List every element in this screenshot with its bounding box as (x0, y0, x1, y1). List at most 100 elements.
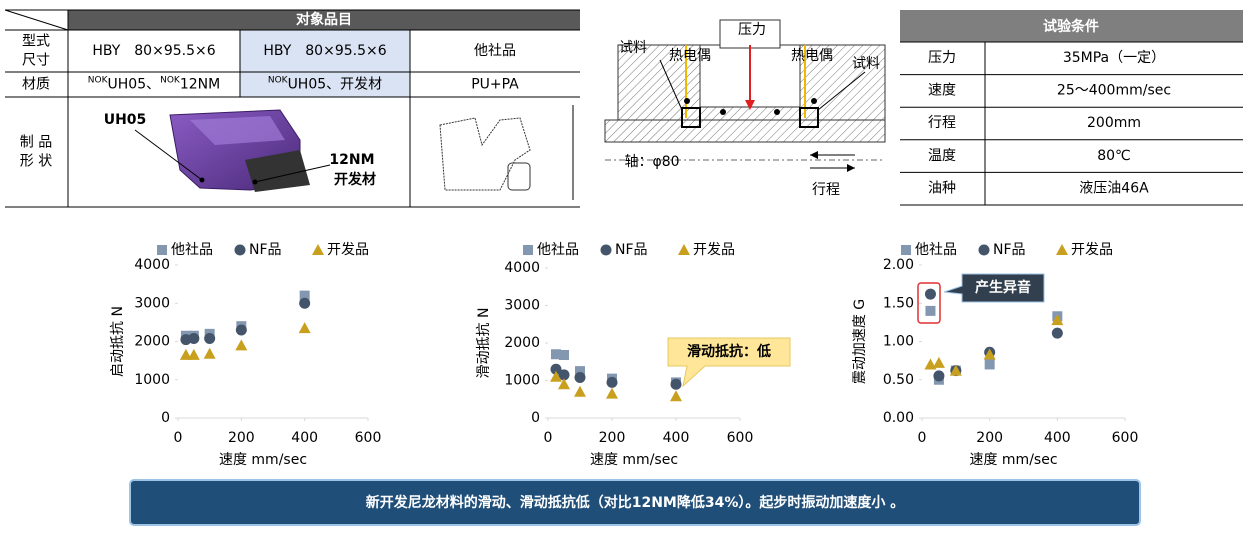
marker (574, 372, 586, 383)
competitor-shape (507, 162, 531, 191)
legend-marker (312, 244, 324, 255)
row-label: 形 状 (20, 154, 52, 170)
marker (575, 366, 585, 377)
marker (984, 359, 995, 370)
row-label: 材质 (22, 77, 50, 93)
x-tick-label: 200 (228, 430, 255, 446)
x-tick-label: 200 (599, 430, 626, 446)
y-tick-label: 1000 (504, 373, 540, 389)
x-tick-label: 600 (1112, 430, 1139, 446)
legend-label: 开发品 (327, 242, 369, 258)
legend-label: 他社品 (915, 242, 957, 258)
legend-marker (978, 244, 990, 256)
marker (298, 322, 311, 334)
x-tick-label: 400 (1044, 430, 1071, 446)
diagram-label: 试料 (852, 56, 880, 72)
legend-label: 开发品 (693, 242, 735, 258)
marker (559, 350, 569, 360)
legend-label: NF品 (249, 242, 282, 258)
seal-ring (245, 150, 310, 192)
y-tick-label: 0.00 (883, 410, 914, 426)
legend-marker (234, 244, 246, 256)
shape-label: 开发材 (334, 171, 376, 188)
legend-label: 他社品 (537, 242, 579, 258)
x-tick-label: 600 (355, 430, 382, 446)
condition-name: 温度 (928, 148, 956, 164)
legend-marker (523, 245, 533, 255)
legend-marker (1056, 244, 1068, 255)
marker (924, 358, 937, 370)
y-tick-label: 4000 (134, 257, 170, 273)
marker (299, 297, 311, 309)
marker (574, 385, 586, 397)
callout (667, 337, 791, 388)
callout (943, 273, 1045, 303)
superscript: NOK (88, 75, 109, 85)
superscript: NOK (268, 75, 289, 85)
cell-text: NOKUH05、开发材 (268, 75, 382, 93)
marker (558, 378, 570, 390)
marker (558, 369, 570, 381)
conditions-table (900, 10, 1243, 42)
marker (1051, 327, 1063, 339)
row-label: 型式 (22, 34, 50, 50)
cell-text: HBY 80×95.5×6 (92, 43, 215, 59)
marker (550, 370, 562, 382)
callout-dot (252, 179, 258, 185)
condition-name: 速度 (928, 83, 956, 99)
x-tick-label: 600 (727, 430, 754, 446)
marker (235, 324, 247, 336)
legend-label: NF品 (993, 242, 1026, 258)
row-label: 尺寸 (22, 53, 50, 69)
y-tick-label: 2000 (504, 335, 540, 351)
marker (924, 288, 936, 300)
x-tick-label: 0 (174, 430, 183, 446)
condition-name: 压力 (928, 50, 956, 66)
marker (1051, 314, 1064, 326)
legend-label: 开发品 (1071, 242, 1113, 258)
diagram-label: 试料 (619, 40, 647, 56)
y-tick-label: 1.00 (883, 334, 914, 350)
shape-label: UH05 (104, 112, 147, 128)
diagram-label: 轴：φ80 (624, 154, 679, 170)
cell-text: NOKUH05、NOK12NM (88, 75, 220, 93)
table-header: 试验条件 (1043, 18, 1099, 35)
callout-dot (199, 177, 205, 183)
seal-face (190, 116, 285, 145)
marker (933, 370, 945, 382)
marker (949, 364, 962, 376)
marker (606, 376, 618, 388)
cell-part: HBY 80×95.5×6 (263, 43, 386, 59)
y-tick-label: 1000 (134, 372, 170, 388)
marker (179, 348, 192, 360)
y-tick-label: 0.50 (883, 372, 914, 388)
x-tick-label: 0 (544, 430, 553, 446)
legend-marker (157, 245, 167, 255)
highlight-box (917, 282, 941, 324)
x-tick-label: 0 (918, 430, 927, 446)
cell-part: 他社品 (474, 43, 516, 59)
y-axis-label: 滑动抵抗 N (475, 308, 492, 379)
condition-value: 25～400mm/sec (1057, 83, 1171, 99)
callout-line (254, 164, 331, 183)
legend-marker (600, 244, 612, 256)
y-tick-label: 1.50 (883, 295, 914, 311)
condition-name: 油种 (928, 180, 956, 196)
cell-part: HBY 80×95.5×6 (92, 43, 215, 59)
x-tick-label: 400 (291, 430, 318, 446)
marker (670, 378, 682, 390)
cell-text: HBY 80×95.5×6 (263, 43, 386, 59)
marker (299, 290, 310, 301)
y-tick-label: 3000 (504, 298, 540, 314)
legend-marker (678, 244, 690, 255)
test-diagram (604, 19, 886, 172)
marker (203, 347, 216, 359)
cell-part: UH05、开发材 (288, 77, 383, 93)
y-tick-label: 4000 (504, 260, 540, 276)
cell-text: 他社品 (474, 43, 516, 59)
cell-part: PU+PA (471, 77, 519, 93)
condition-value: 80℃ (1097, 148, 1131, 164)
diagram-label: 行程 (812, 182, 840, 198)
legend-label: NF品 (615, 242, 648, 258)
x-axis-label: 速度 mm/sec (969, 452, 1057, 468)
